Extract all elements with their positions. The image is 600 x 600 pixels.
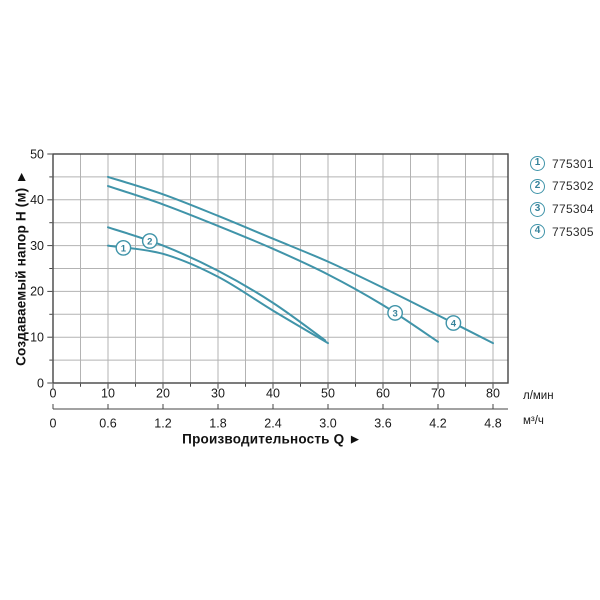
- svg-text:3.6: 3.6: [374, 417, 391, 431]
- x-axis-title: Производительность Q ►: [182, 431, 362, 447]
- svg-text:2.4: 2.4: [264, 417, 281, 431]
- svg-text:50: 50: [321, 387, 335, 401]
- svg-text:3.0: 3.0: [319, 417, 336, 431]
- svg-text:70: 70: [431, 387, 445, 401]
- y-axis-title: Создаваемый напор Н (м) ►: [13, 170, 29, 366]
- svg-text:4.2: 4.2: [429, 417, 446, 431]
- svg-text:50: 50: [30, 147, 44, 161]
- legend-label: 775301: [552, 156, 594, 171]
- legend-item-775301: 1 775301: [530, 156, 594, 171]
- x-axis-unit-m3h: м³/ч: [523, 415, 544, 427]
- svg-text:3: 3: [392, 308, 397, 319]
- legend-label: 775302: [552, 179, 594, 194]
- curve-marker-3: 3: [387, 305, 403, 321]
- secondary-x-axis: 0 0.6 1.2 1.8 2.4 3.0 3.6 4.2 4.8: [50, 404, 508, 431]
- svg-text:2: 2: [147, 237, 152, 248]
- curve-marker-2: 2: [141, 233, 158, 249]
- legend-circled-number-2: 2: [530, 178, 545, 194]
- svg-text:80: 80: [486, 387, 500, 401]
- svg-text:0: 0: [37, 376, 44, 390]
- curve-775301: [107, 244, 329, 345]
- legend-circled-number-1: 1: [530, 156, 545, 171]
- plot-frame: [52, 153, 509, 384]
- svg-text:30: 30: [211, 387, 225, 401]
- svg-text:1.8: 1.8: [209, 417, 226, 431]
- grid-lines: [53, 154, 508, 383]
- svg-text:1.2: 1.2: [154, 417, 171, 431]
- svg-text:1: 1: [121, 243, 127, 254]
- legend-item-775305: 4 775305: [530, 224, 594, 240]
- svg-text:10: 10: [101, 387, 115, 401]
- y-tick-labels: 0 10 20 30 40 50: [30, 147, 44, 390]
- legend: 1 775301 2 775302 3 775304 4 775305: [530, 156, 594, 247]
- svg-text:20: 20: [30, 285, 44, 299]
- legend-circled-number-3: 3: [530, 201, 545, 217]
- svg-text:0: 0: [50, 387, 57, 401]
- legend-item-775302: 2 775302: [530, 178, 594, 194]
- curve-775304: [107, 185, 439, 343]
- svg-text:0.6: 0.6: [99, 417, 116, 431]
- svg-text:40: 40: [266, 387, 280, 401]
- legend-circled-number-4: 4: [530, 224, 545, 240]
- svg-text:4: 4: [451, 319, 457, 330]
- curve-marker-1: 1: [115, 239, 132, 256]
- svg-text:10: 10: [30, 331, 44, 345]
- curve-marker-4: 4: [445, 315, 462, 331]
- svg-text:40: 40: [30, 193, 44, 207]
- svg-text:4.8: 4.8: [484, 417, 501, 431]
- legend-item-775304: 3 775304: [530, 201, 594, 217]
- x-axis-unit-lmin: л/мин: [523, 390, 554, 402]
- x-tick-labels-lmin: 0 10 20 30 40 50 60 70 80: [50, 387, 500, 401]
- axis-ticks: [47, 153, 494, 389]
- legend-label: 775305: [552, 224, 594, 239]
- svg-text:0: 0: [50, 417, 57, 431]
- curve-775305: [107, 175, 494, 345]
- svg-text:20: 20: [156, 387, 170, 401]
- svg-text:60: 60: [376, 387, 390, 401]
- legend-label: 775304: [552, 202, 594, 217]
- svg-text:30: 30: [30, 239, 44, 253]
